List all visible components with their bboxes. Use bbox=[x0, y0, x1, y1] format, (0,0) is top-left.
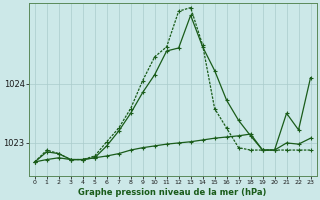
X-axis label: Graphe pression niveau de la mer (hPa): Graphe pression niveau de la mer (hPa) bbox=[78, 188, 267, 197]
